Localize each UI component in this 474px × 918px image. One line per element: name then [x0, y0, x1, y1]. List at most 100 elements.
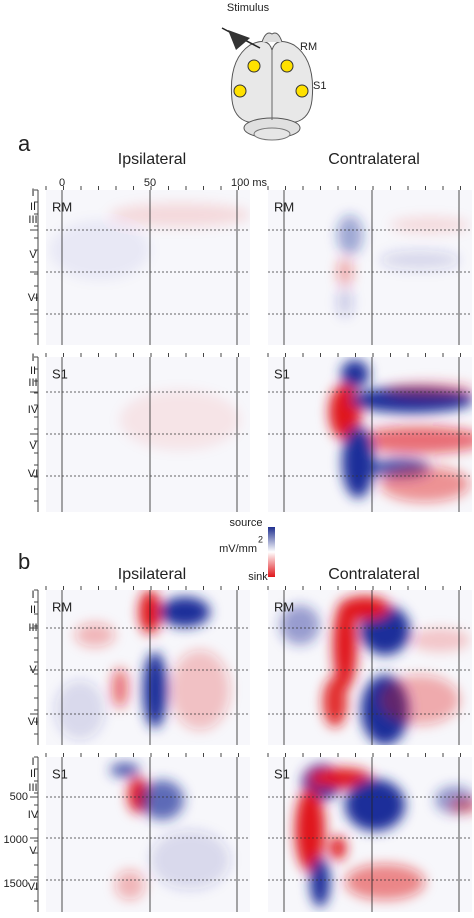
csd-blob — [150, 830, 230, 890]
heatmap — [120, 390, 240, 450]
csd-panel: S1 — [267, 353, 472, 512]
csd-blob — [160, 597, 210, 627]
brain-schematic: Stimulus RM S1 — [221, 2, 326, 141]
csd-blob — [333, 600, 357, 690]
layer-label: III — [28, 782, 37, 794]
depth-label: 500 — [10, 791, 28, 803]
colorbar-unit: mV/mm — [219, 543, 257, 555]
csd-blob — [341, 360, 369, 388]
layer-label: I — [31, 187, 34, 199]
layer-label: III — [28, 377, 37, 389]
csd-blob — [410, 628, 470, 652]
layer-label: I — [31, 352, 34, 364]
csd-blob — [385, 382, 472, 398]
csd-blob — [355, 426, 472, 454]
csd-blob — [380, 466, 470, 502]
csd-blob — [75, 623, 115, 647]
panel-label: S1 — [274, 366, 290, 381]
csd-blob — [337, 287, 353, 317]
heatmap-blobs — [337, 215, 470, 317]
rm-label: RM — [300, 41, 317, 53]
csd-blob — [143, 652, 167, 728]
csd-blob — [345, 779, 405, 831]
heatmap — [110, 763, 230, 900]
column-title: Contralateral — [328, 151, 420, 168]
panel-label: S1 — [52, 366, 68, 381]
heatmap-blobs — [120, 390, 240, 450]
panel-label: S1 — [274, 766, 290, 781]
csd-blob — [115, 870, 145, 900]
heatmap — [50, 203, 250, 280]
csd-blob — [340, 596, 390, 620]
heatmap-blobs — [329, 360, 472, 502]
heatmap-blobs — [280, 596, 470, 745]
panel-label: RM — [274, 199, 294, 214]
colorbar-top: source — [229, 517, 262, 529]
csd-panel: S1 — [45, 353, 250, 512]
s1-label: S1 — [313, 80, 326, 92]
csd-blob — [342, 426, 374, 498]
heatmap — [337, 215, 470, 317]
csd-blob — [112, 668, 128, 708]
csd-blob — [380, 675, 460, 725]
panel-label: RM — [52, 599, 72, 614]
csd-blob — [345, 864, 425, 900]
time-tick-label: 50 — [144, 177, 156, 189]
csd-blob — [323, 677, 347, 727]
csd-blob — [330, 836, 346, 860]
csd-blob — [295, 788, 325, 872]
csd-blob — [110, 203, 250, 227]
layer-label: I — [31, 756, 34, 768]
csd-blob — [55, 680, 105, 740]
layer-label: III — [28, 214, 37, 226]
csd-blob — [120, 390, 240, 450]
layer-label: V — [29, 845, 37, 857]
csd-blob — [110, 763, 140, 777]
layer-label: VI — [28, 716, 38, 728]
layer-label: V — [29, 249, 37, 261]
csd-panel: S1 — [267, 753, 472, 912]
panel-label: RM — [52, 199, 72, 214]
layer-label: II — [30, 604, 36, 616]
heatmap-blobs — [50, 203, 250, 280]
panel-bg — [46, 757, 250, 912]
csd-blob — [337, 215, 363, 255]
csd-blob — [390, 217, 470, 233]
csd-blob — [140, 780, 184, 820]
csd-blob — [380, 250, 460, 270]
panel-label: RM — [274, 599, 294, 614]
colorbar-exponent: 2 — [258, 534, 263, 544]
heatmap-blobs — [295, 764, 472, 907]
stimulus-label: Stimulus — [227, 2, 270, 14]
colorbar — [268, 527, 275, 577]
depth-label: 1000 — [4, 834, 28, 846]
layer-label: V — [29, 440, 37, 452]
layer-label: IV — [28, 809, 39, 821]
csd-blob — [170, 650, 230, 730]
time-tick-label: 100 ms — [231, 177, 268, 189]
layer-label: II — [30, 768, 36, 780]
layer-label: VI — [28, 881, 38, 893]
column-title: Ipsilateral — [118, 151, 186, 168]
panel-label: S1 — [52, 766, 68, 781]
depth-label: 1500 — [4, 878, 28, 890]
csd-panel: RM — [45, 586, 250, 745]
layer-label: IV — [28, 404, 39, 416]
csd-blob — [50, 220, 150, 280]
csd-panel: RM — [45, 186, 250, 345]
csd-blob — [310, 857, 330, 907]
layer-label: I — [31, 589, 34, 601]
layer-label: II — [30, 201, 36, 213]
csd-blob — [308, 768, 372, 788]
csd-panel: RM — [267, 586, 472, 745]
layer-label: VI — [28, 468, 38, 480]
csd-panel: RM — [267, 186, 472, 345]
time-tick-label: 0 — [59, 177, 65, 189]
column-title: Ipsilateral — [118, 566, 186, 583]
colorbar-bottom: sink — [248, 571, 268, 583]
csd-blob — [450, 799, 472, 813]
heatmap-blobs — [110, 763, 230, 900]
heatmap — [295, 764, 472, 907]
layer-label: II — [30, 365, 36, 377]
section-letter: b — [18, 549, 30, 574]
